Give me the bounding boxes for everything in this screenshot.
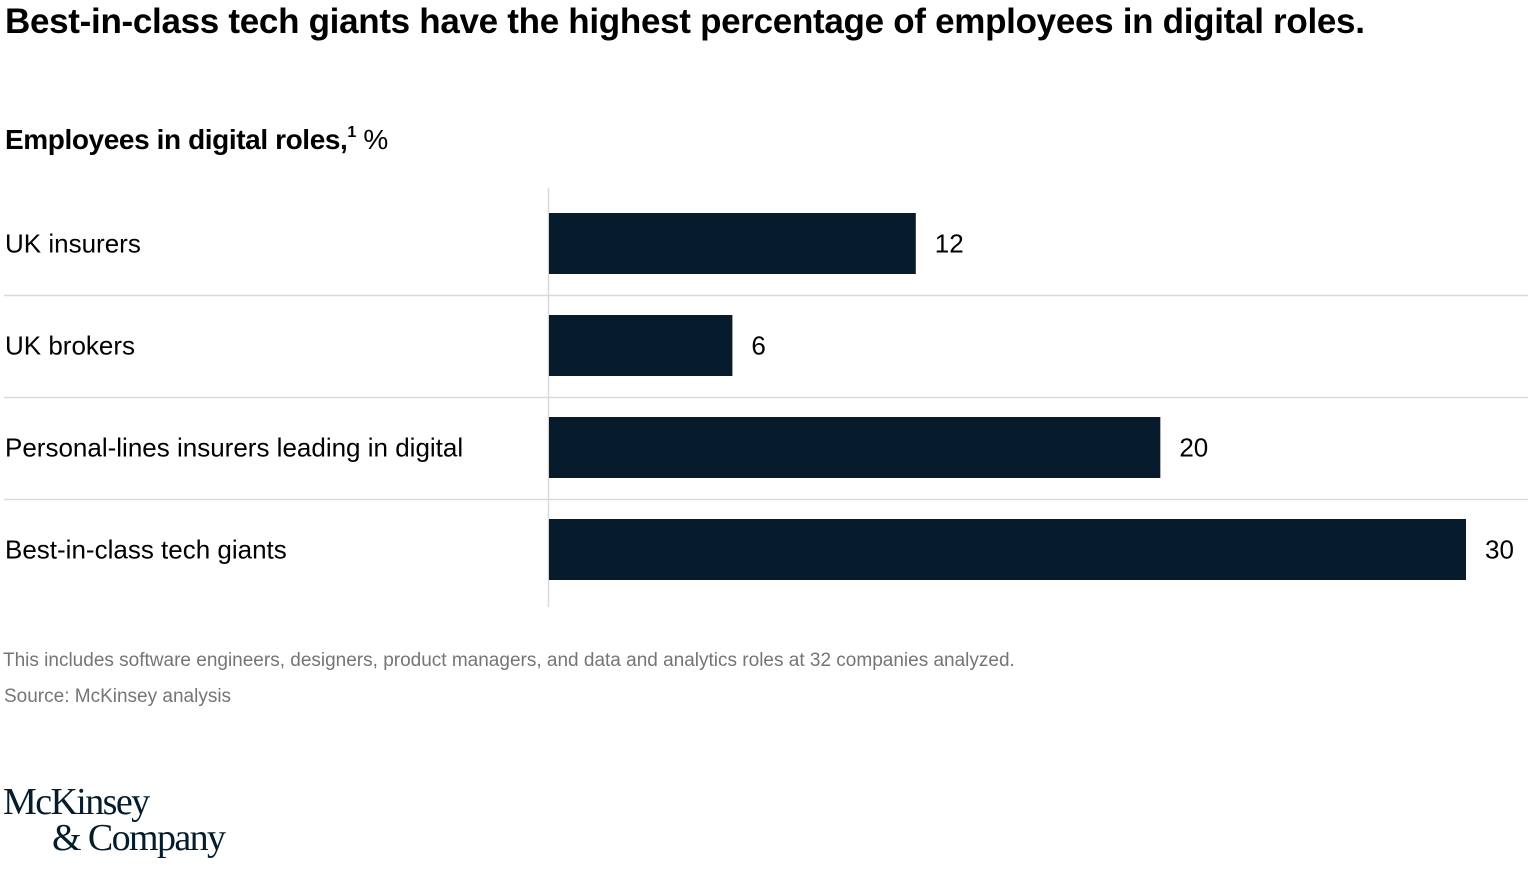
footnote-marker: 1 <box>347 123 356 141</box>
chart-subtitle: Employees in digital roles,1 % <box>5 124 388 156</box>
value-label: 20 <box>1179 433 1208 463</box>
category-label: Personal-lines insurers leading in digit… <box>5 433 463 463</box>
subtitle-text: Employees in digital roles, <box>5 124 348 155</box>
category-label: UK brokers <box>5 331 135 361</box>
category-label: Best-in-class tech giants <box>5 535 287 565</box>
footnote: This includes software engineers, design… <box>3 650 1015 671</box>
chart-title: Best-in-class tech giants have the highe… <box>5 2 1365 41</box>
bar <box>549 315 733 376</box>
logo-line-2: & Company <box>52 817 226 859</box>
logo-line-1: McKinsey <box>3 781 150 823</box>
bar <box>549 213 916 274</box>
value-label: 30 <box>1485 535 1514 565</box>
mckinsey-logo: McKinsey & Company <box>3 781 226 859</box>
value-label: 12 <box>935 229 964 259</box>
unit-label: % <box>363 124 388 155</box>
source-note: Source: McKinsey analysis <box>4 686 232 707</box>
bar <box>549 417 1161 478</box>
value-label: 6 <box>751 331 765 361</box>
bar <box>549 519 1466 580</box>
category-label: UK insurers <box>5 229 141 259</box>
bar-chart: UK insurers 12 UK brokers 6 Personal-lines i… <box>4 188 1528 607</box>
